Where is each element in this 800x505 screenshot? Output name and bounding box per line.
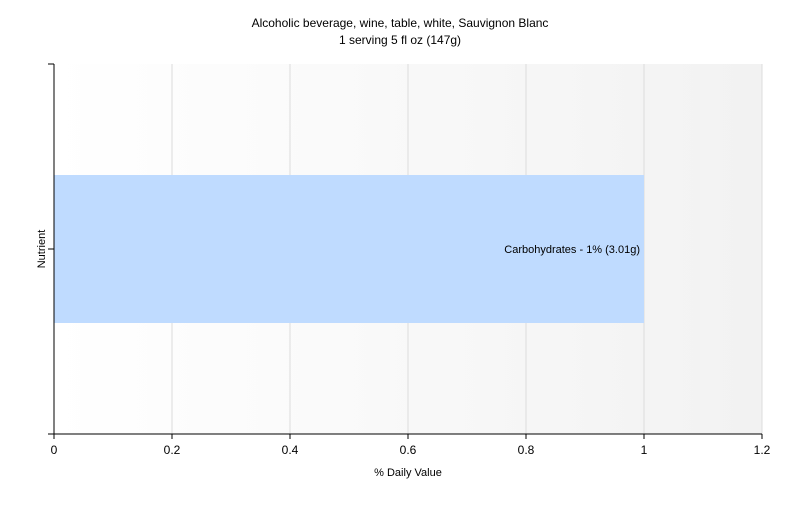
data-labels: Carbohydrates - 1% (3.01g) xyxy=(504,244,640,256)
bar-data-label: Carbohydrates - 1% (3.01g) xyxy=(504,244,640,256)
bars xyxy=(54,175,644,323)
x-tick-label: 0.4 xyxy=(282,443,299,457)
x-tick-label: 1 xyxy=(641,443,648,457)
chart-subtitle: 1 serving 5 fl oz (147g) xyxy=(339,33,461,47)
x-tick-label: 1.2 xyxy=(754,443,771,457)
bar-carbohydrates xyxy=(54,175,644,323)
x-tick-label: 0.2 xyxy=(164,443,181,457)
x-axis-label: % Daily Value xyxy=(374,467,442,479)
x-tick-label: 0.6 xyxy=(400,443,417,457)
x-tick-label: 0.8 xyxy=(518,443,535,457)
y-axis-label: Nutrient xyxy=(36,230,48,269)
axes: 0 0.2 0.4 0.6 0.8 1 1.2 xyxy=(48,63,771,457)
x-tick-label: 0 xyxy=(51,443,58,457)
chart-title: Alcoholic beverage, wine, table, white, … xyxy=(252,16,549,30)
